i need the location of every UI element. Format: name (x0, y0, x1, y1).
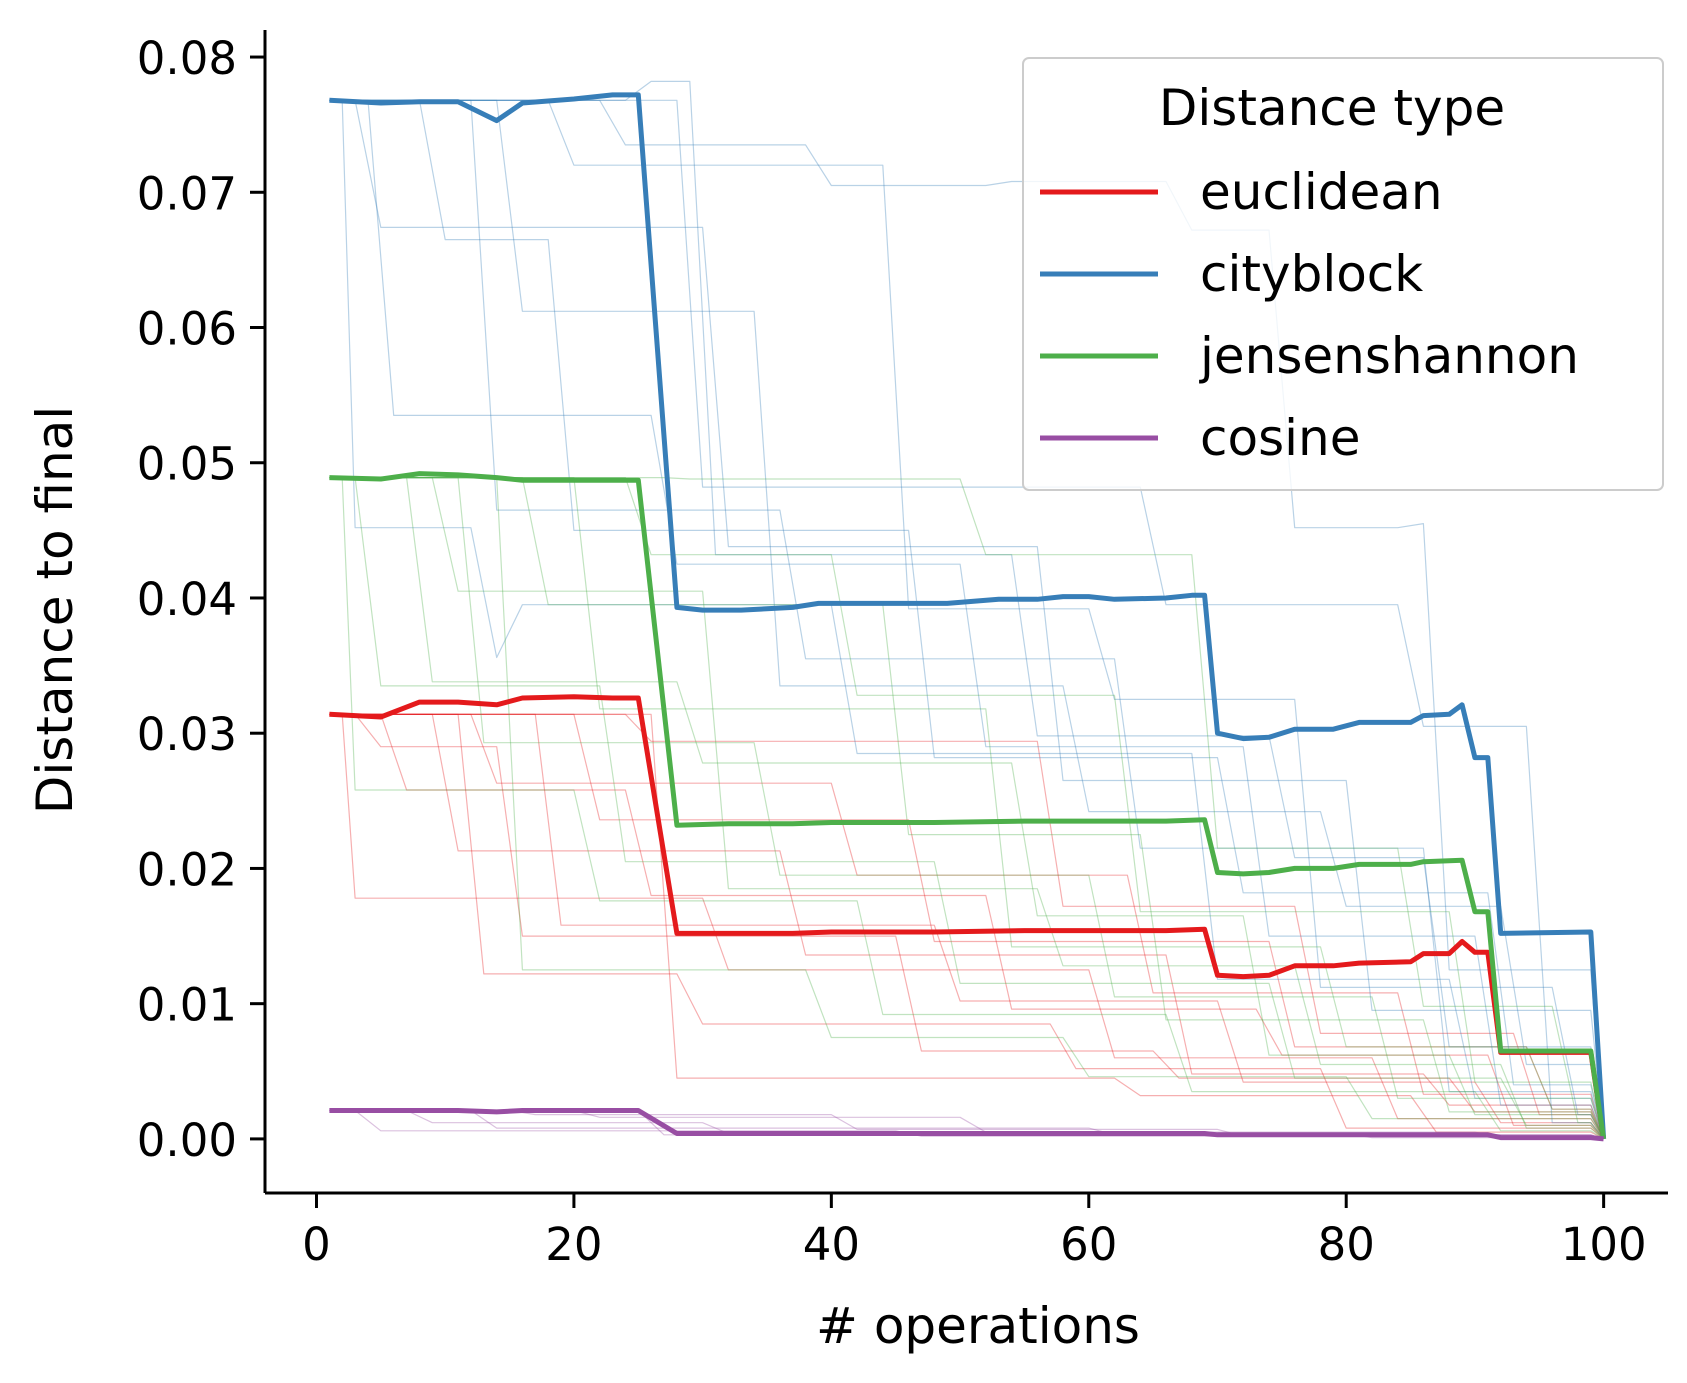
x-axis-label: # operations (816, 1297, 1140, 1355)
run-line-cityblock (329, 99, 1605, 1140)
series-line-jensenshannon (329, 471, 1607, 1140)
y-tick-label: 0.02 (137, 843, 237, 896)
y-tick-label: 0.08 (137, 32, 237, 85)
run-line-cityblock (329, 99, 1605, 1140)
series-line-euclidean (329, 694, 1607, 1140)
run-line-cityblock (329, 99, 1605, 1139)
legend-label-jensenshannon: jensenshannon (1199, 327, 1579, 385)
y-tick-label: 0.01 (137, 979, 237, 1032)
run-line-jensenshannon (329, 477, 1605, 1140)
series-line-cosine (329, 1108, 1604, 1142)
run-line-jensenshannon (329, 477, 1605, 1140)
x-ticks: 0 20 40 60 80 100 (302, 1193, 1647, 1271)
run-line-cityblock (329, 99, 1605, 1140)
y-tick-label: 0.00 (137, 1114, 237, 1167)
axes: 0.00 0.01 0.02 0.03 0.04 0.05 0.06 0.07 0.08 0 20… (26, 30, 1668, 1355)
legend: Distance type euclidean cityblock jensensh… (1022, 57, 1664, 491)
run-line-euclidean (329, 713, 1605, 1140)
series-line-cityblock (329, 92, 1607, 1140)
run-line-cityblock (329, 99, 1605, 1140)
run-line-jensenshannon (329, 477, 1605, 1140)
x-tick-label: 100 (1561, 1218, 1647, 1271)
run-line-cityblock (329, 99, 1605, 1140)
run-line-euclidean (329, 713, 1605, 1140)
y-tick-label: 0.03 (137, 708, 237, 761)
legend-label-euclidean: euclidean (1200, 163, 1443, 221)
run-line-jensenshannon (329, 477, 1604, 1140)
run-line-euclidean (329, 713, 1604, 1140)
run-line-euclidean (329, 713, 1605, 1140)
run-line-cityblock (329, 99, 1605, 1140)
run-line-jensenshannon (329, 477, 1605, 1140)
run-line-cityblock (329, 99, 1605, 1140)
x-tick-label: 0 (302, 1218, 331, 1271)
run-line-euclidean (329, 713, 1605, 1140)
run-line-jensenshannon (329, 477, 1605, 1140)
run-line-cityblock (329, 80, 1605, 1139)
run-line-euclidean (329, 713, 1605, 1140)
x-tick-label: 40 (803, 1218, 860, 1271)
x-tick-label: 60 (1060, 1218, 1117, 1271)
y-axis-label: Distance to final (26, 406, 84, 814)
run-line-euclidean (329, 713, 1605, 1140)
y-tick-label: 0.06 (137, 303, 237, 356)
run-line-jensenshannon (329, 477, 1605, 1140)
run-line-jensenshannon (329, 477, 1604, 1140)
main-series-lines (329, 92, 1607, 1142)
legend-entries: euclidean cityblock jensenshannon cosine (1040, 163, 1579, 467)
legend-box (1022, 57, 1664, 491)
x-tick-label: 80 (1318, 1218, 1375, 1271)
y-tick-label: 0.04 (137, 573, 237, 626)
y-tick-label: 0.07 (137, 167, 237, 220)
run-line-jensenshannon (329, 477, 1605, 1140)
run-line-jensenshannon (329, 477, 1605, 1140)
legend-title: Distance type (1159, 79, 1505, 137)
run-line-euclidean (329, 713, 1605, 1140)
legend-label-cityblock: cityblock (1200, 245, 1423, 303)
y-tick-label: 0.05 (137, 438, 237, 491)
x-tick-label: 20 (545, 1218, 602, 1271)
legend-label-cosine: cosine (1200, 409, 1360, 467)
y-ticks: 0.00 0.01 0.02 0.03 0.04 0.05 0.06 0.07 0.08 (137, 32, 265, 1167)
